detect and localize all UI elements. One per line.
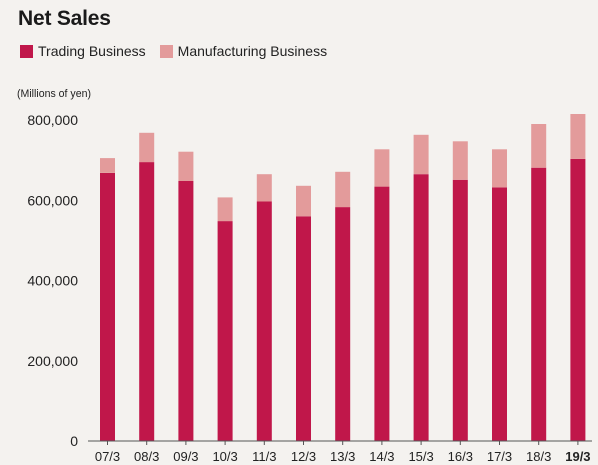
bar-trading [139,162,155,441]
bar-manufacturing [492,149,507,188]
x-tick-label: 10/3 [212,449,237,464]
bar-trading [413,174,429,441]
y-tick-label: 600,000 [27,192,78,208]
bar-trading [217,221,233,441]
y-tick-label: 800,000 [27,112,78,128]
legend-label-manufacturing: Manufacturing Business [177,43,328,59]
bar-trading [492,187,507,441]
bar-trading [335,207,351,441]
y-tick-label: 200,000 [27,353,78,369]
bar-manufacturing [531,124,547,168]
legend-item-trading: Trading Business [20,43,146,59]
bar-trading [531,167,547,441]
x-tick-label: 18/3 [526,449,551,464]
x-tick-label: 17/3 [487,449,512,464]
bar-trading [452,179,468,442]
bar-manufacturing [452,141,468,180]
bar-manufacturing [335,171,351,208]
bar-manufacturing [296,185,311,217]
x-tick-label: 08/3 [134,449,159,464]
bar-manufacturing [100,158,115,173]
x-tick-label: 07/3 [95,449,120,464]
y-tick-label: 0 [70,433,78,449]
bar-manufacturing [256,174,272,202]
bar-manufacturing [374,149,390,187]
x-tick-label: 09/3 [173,449,198,464]
x-tick-label: 19/3 [565,449,590,464]
bar-manufacturing [139,132,155,163]
bar-trading [374,186,390,441]
chart-legend: Trading Business Manufacturing Business [20,43,341,59]
legend-item-manufacturing: Manufacturing Business [159,43,328,59]
x-tick-label: 12/3 [291,449,316,464]
chart-title: Net Sales [18,7,111,30]
bar-manufacturing [413,134,429,175]
bar-trading [256,201,272,441]
x-tick-label: 16/3 [448,449,473,464]
bar-trading [570,158,586,441]
legend-swatch-trading [20,44,33,58]
x-tick-label: 13/3 [330,449,355,464]
bar-trading [296,216,311,441]
bar-manufacturing [178,151,194,181]
bar-manufacturing [217,197,233,222]
legend-swatch-manufacturing [159,44,173,58]
y-axis-unit-label: (Millions of yen) [17,88,91,100]
x-tick-label: 15/3 [408,449,433,464]
bar-trading [100,173,115,441]
legend-label-trading: Trading Business [38,43,146,59]
bar-manufacturing [570,114,586,159]
y-tick-label: 400,000 [27,273,78,289]
bar-trading [178,181,194,441]
x-tick-label: 14/3 [369,449,394,464]
x-tick-label: 11/3 [252,449,276,464]
